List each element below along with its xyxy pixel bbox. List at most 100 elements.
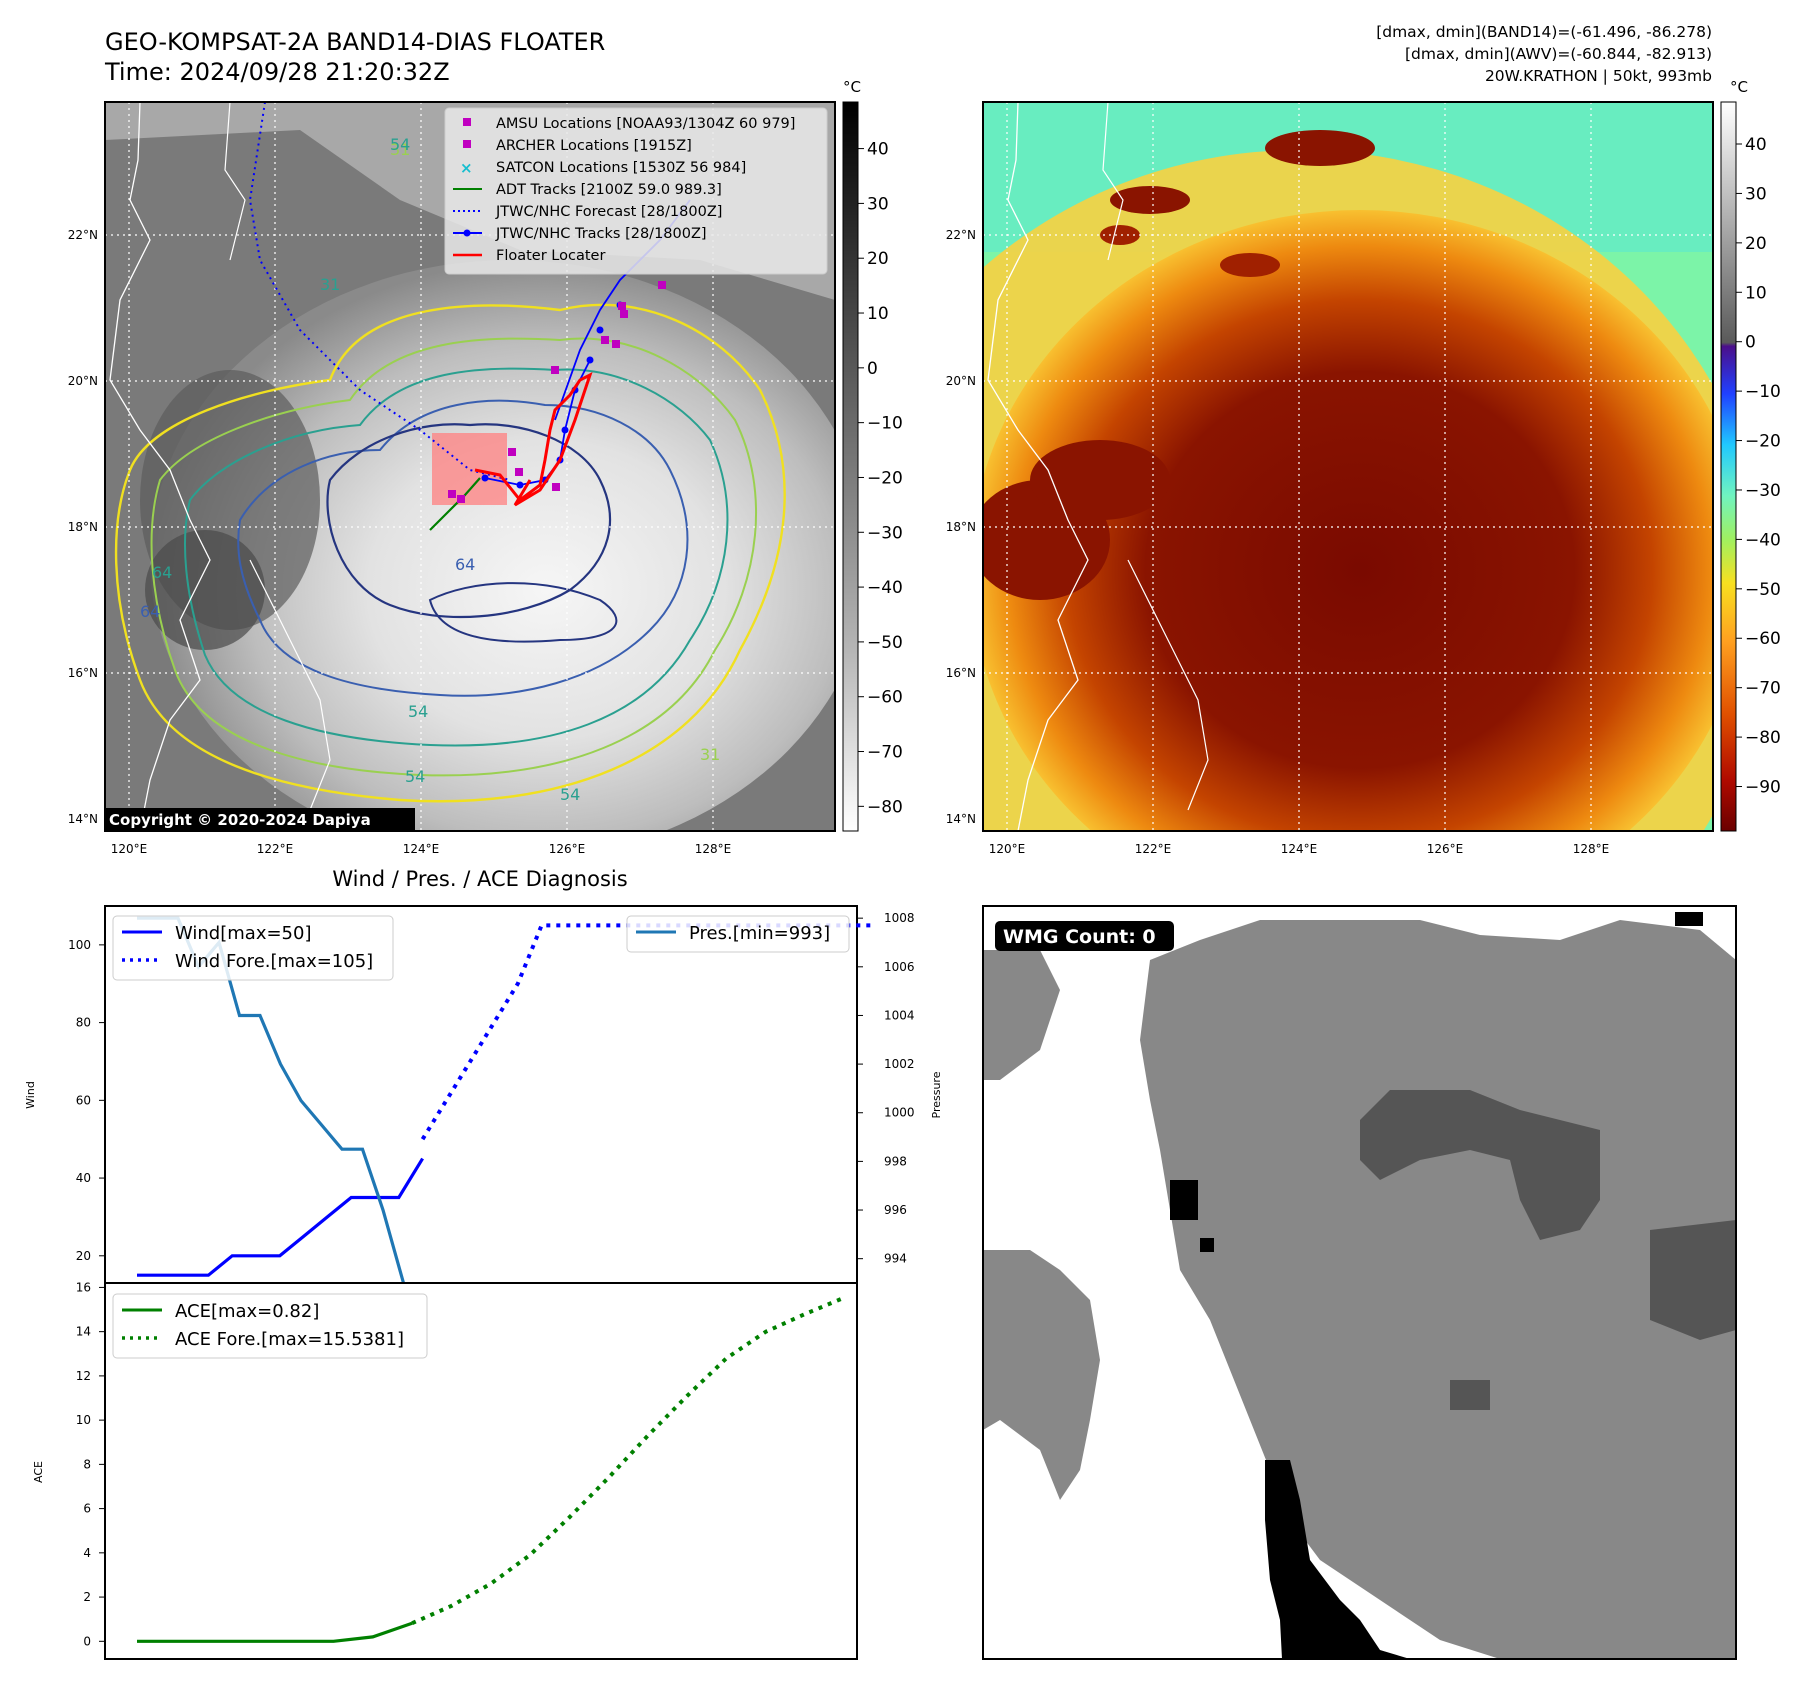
ir-contour-navy-south (428, 582, 618, 643)
awv-north-cell-2 (1110, 186, 1190, 214)
wind-yticks: 20 40 60 80 100 (68, 938, 105, 1263)
pressure-legend-label: Pres.[min=993] (689, 923, 830, 944)
contour-label-9: 54 (560, 785, 580, 804)
jtwc-forecast-track (248, 102, 511, 481)
awv-coastline-east (1127, 559, 1209, 811)
awv-lon-122: 122°E (1135, 842, 1172, 856)
ir-colorbar-tick-label: −10 (867, 414, 903, 434)
storm-info: 20W.KRATHON | 50kt, 993mb (1485, 67, 1712, 85)
awv-north-cell (1265, 130, 1375, 166)
awv-colorbar-tick-label: 20 (1745, 234, 1767, 254)
copyright-text: Copyright © 2020-2024 Dapiya (109, 811, 371, 829)
ace-fore-legend-label: ACE Fore.[max=15.5381] (175, 1329, 404, 1350)
awv-map-frame (982, 101, 1714, 832)
ir-contour-yellow (114, 303, 786, 803)
ir-colorbar-tick-label: 10 (867, 304, 889, 324)
awv-coastline-north (1102, 102, 1124, 261)
ace-yticks: 0 2 4 6 8 10 12 14 16 (76, 1280, 105, 1648)
ir-lat-18: 18°N (68, 520, 98, 534)
dmax-band14: [dmax, dmin](BAND14)=(-61.496, -86.278) (1376, 23, 1712, 41)
wmg-panel: WMG Count: 0 (982, 905, 1737, 1660)
wind-ytick-label: 40 (76, 1171, 91, 1185)
tracks-legend-dot (463, 229, 471, 237)
ir-contour-lightgreen (150, 337, 757, 777)
wmg-frame (982, 905, 1737, 1660)
ir-map-panel: 31 54 64 31 54 64 54 31 54 64 Copyright … (68, 101, 836, 856)
wmg-dark-band (1360, 1090, 1600, 1240)
amsu-archer-markers (448, 281, 666, 503)
wind-legend-label: Wind[max=50] (175, 923, 312, 944)
copyright-box (105, 808, 415, 831)
awv-west-cell (1030, 440, 1170, 520)
contour-label-4: 31 (320, 275, 340, 294)
ir-colorbar-tick-label: 40 (867, 140, 889, 160)
awv-lat-labels: 22°N 20°N 18°N 16°N 14°N (946, 228, 976, 826)
floater-locater-track (474, 372, 593, 507)
ace-legend: ACE[max=0.82] ACE Fore.[max=15.5381] (112, 1293, 428, 1359)
satcon-legend-icon: × (460, 159, 473, 177)
ace-chart: ACE 0 2 4 6 8 10 12 14 16 ACE[max=0.82] ACE Fore… (32, 1280, 858, 1660)
ir-colorbar-tick-label: 0 (867, 359, 878, 379)
ir-colorbar-tick-label: −20 (867, 468, 903, 488)
legend-forecast: JTWC/NHC Forecast [28/1800Z] (495, 204, 722, 220)
pressure-ytick-label: 1002 (884, 1057, 915, 1071)
awv-lon-labels: 120°E 122°E 124°E 126°E 128°E (989, 842, 1610, 856)
wind-fore-legend-label: Wind Fore.[max=105] (175, 951, 373, 972)
awv-north-cell-4 (1220, 253, 1280, 277)
wmg-count-badge (995, 921, 1174, 951)
ace-axis-label: ACE (32, 1461, 45, 1483)
awv-colorbar-tick-label: −30 (1745, 481, 1781, 501)
pressure-ytick-label: 1006 (884, 960, 915, 974)
awv-colorbar-tick-label: −40 (1745, 530, 1781, 550)
awv-colorbar-tick-label: −70 (1745, 679, 1781, 699)
figure-title: GEO-KOMPSAT-2A BAND14-DIAS FLOATER (105, 28, 605, 56)
ir-lon-124: 124°E (403, 842, 440, 856)
awv-lat-14: 14°N (946, 812, 976, 826)
ace-ytick-label: 14 (76, 1325, 91, 1339)
ir-colorbar-tick-label: −40 (867, 578, 903, 598)
map-legend-box (444, 107, 828, 275)
ir-land-dark (145, 530, 265, 650)
awv-gridlines (983, 102, 1713, 831)
wmg-dark-south (1450, 1380, 1490, 1410)
ir-colorbar-ticks: 40 30 20 10 0 −10 −20 −30 −40 −50 −60 −70 −80 (858, 140, 903, 817)
awv-lat-22: 22°N (946, 228, 976, 242)
ace-legend-box (112, 1293, 428, 1359)
pressure-ytick-label: 1008 (884, 911, 915, 925)
wind-ytick-label: 100 (68, 938, 91, 952)
pressure-ytick-label: 994 (884, 1252, 907, 1266)
floater-box (432, 433, 507, 505)
archer-legend-icon (463, 140, 471, 148)
ir-colorbar-tick-label: −80 (867, 797, 903, 817)
awv-colorbar-unit: °C (1730, 78, 1748, 96)
awv-colorbar-tick-label: −20 (1745, 432, 1781, 452)
ir-colorbar-unit: °C (843, 78, 861, 96)
ace-ytick-label: 6 (83, 1502, 91, 1516)
legend-adt: ADT Tracks [2100Z 59.0 989.3] (496, 182, 722, 198)
legend-floater: Floater Locater (496, 248, 605, 264)
contour-label-7: 54 (405, 767, 425, 786)
wmg-black-cell (1170, 1180, 1198, 1220)
contour-label-5: 54 (408, 702, 428, 721)
ir-lat-14: 14°N (68, 812, 98, 826)
ace-legend-label: ACE[max=0.82] (175, 1301, 319, 1322)
wmg-dark-east (1650, 1220, 1736, 1340)
wind-axis-label: Wind (24, 1081, 37, 1109)
wind-legend: Wind[max=50] Wind Fore.[max=105] (112, 915, 394, 981)
awv-lon-128: 128°E (1573, 842, 1610, 856)
ir-colorbar-tick-label: −60 (867, 688, 903, 708)
awv-colorbar-tick-label: −90 (1745, 778, 1781, 798)
ir-map-frame (104, 101, 836, 832)
awv-lat-20: 20°N (946, 374, 976, 388)
legend-tracks: JTWC/NHC Tracks [28/1800Z] (495, 226, 707, 242)
awv-lat-16: 16°N (946, 666, 976, 680)
ace-ytick-label: 8 (83, 1457, 91, 1471)
ir-colorbar-tick-label: −30 (867, 523, 903, 543)
ir-colorbar-tick-label: 20 (867, 249, 889, 269)
wmg-black-cell-2 (1200, 1238, 1214, 1252)
awv-map-panel: 22°N 20°N 18°N 16°N 14°N 120°E 122°E 124… (946, 101, 1714, 856)
awv-colorbar-tick-label: −60 (1745, 629, 1781, 649)
pressure-axis-label: Pressure (930, 1071, 943, 1118)
pressure-ytick-label: 1000 (884, 1106, 915, 1120)
ace-series-line (137, 1621, 413, 1643)
